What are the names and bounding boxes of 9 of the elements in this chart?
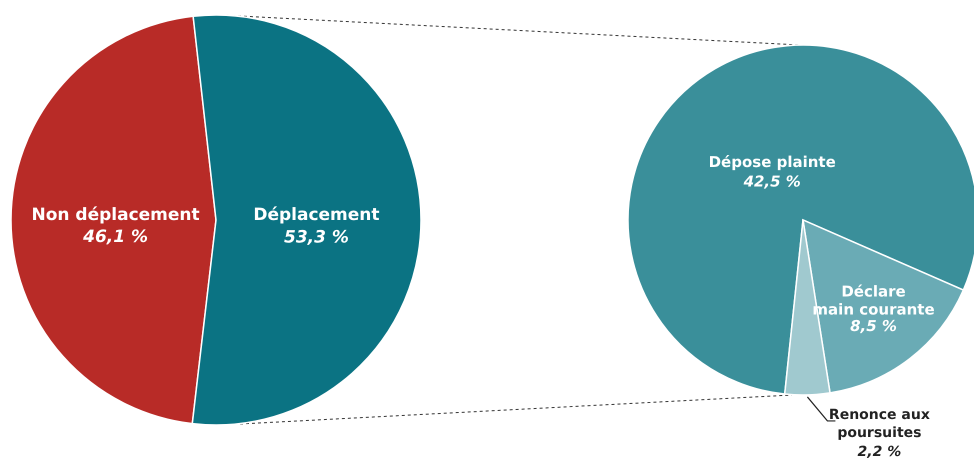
data-label: 8,5 % <box>850 316 897 335</box>
slice-label: Déplacement <box>253 205 380 226</box>
slice-label: Non déplacement <box>31 204 200 225</box>
data-label: 53,3 % <box>284 227 349 248</box>
data-label: 46,1 % <box>82 226 148 247</box>
data-label: 2,2 % <box>858 444 902 460</box>
data-label: 42,5 % <box>742 172 801 191</box>
slice-label: Dépose plainte <box>708 153 836 172</box>
slice-label: Renonce aux poursuites <box>828 406 930 441</box>
